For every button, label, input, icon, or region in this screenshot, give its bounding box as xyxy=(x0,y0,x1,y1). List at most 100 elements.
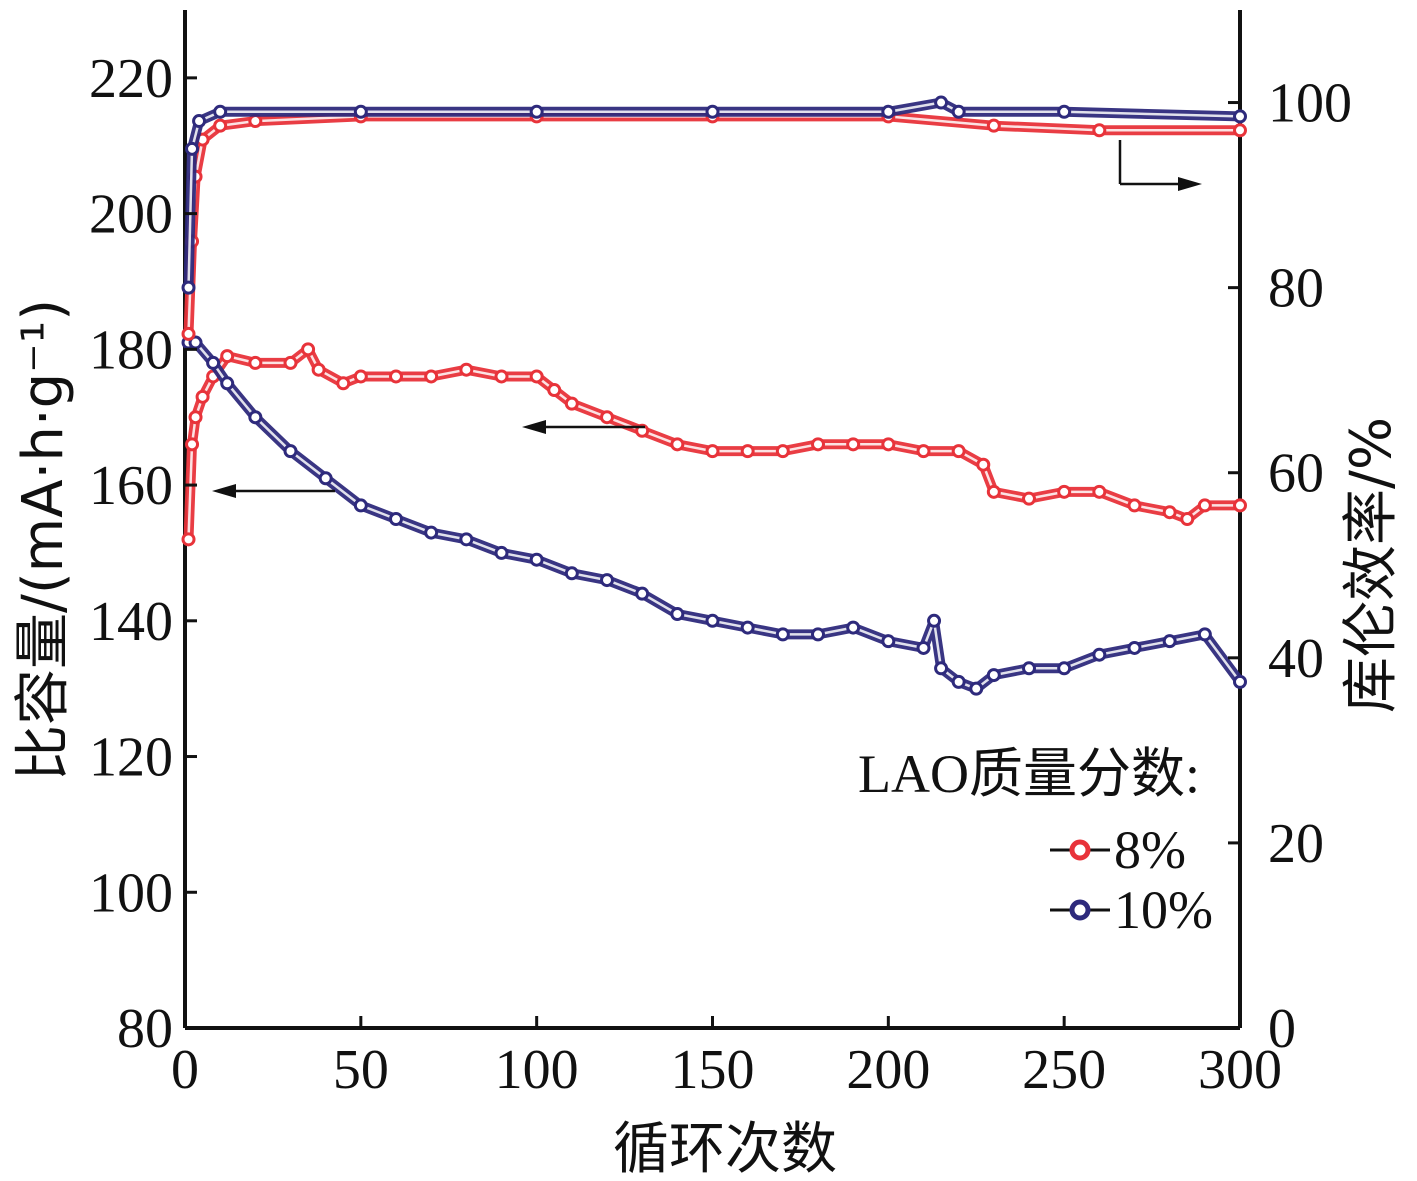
data-point-capacity-8pct xyxy=(986,484,1001,499)
data-point-capacity-10pct xyxy=(494,545,509,560)
data-point-capacity-8pct xyxy=(811,437,825,452)
right-y-tick-label: 100 xyxy=(1268,73,1352,135)
data-point-capacity-8pct xyxy=(1057,484,1072,499)
data-point-capacity-8pct xyxy=(564,396,579,411)
data-point-capacity-8pct xyxy=(951,444,966,459)
data-point-capacity-8pct xyxy=(1127,498,1142,513)
left-y-tick-label: 200 xyxy=(89,184,173,246)
data-point-efficiency-10pct xyxy=(181,280,196,295)
data-point-capacity-8pct xyxy=(1233,498,1247,513)
data-point-efficiency-8pct xyxy=(181,326,196,341)
series-line-highlight-capacity-8pct xyxy=(187,348,1240,540)
legend: LAO质量分数: 8%10% xyxy=(858,744,1213,940)
data-point-capacity-8pct xyxy=(185,437,200,452)
data-point-capacity-10pct xyxy=(740,620,755,635)
data-point-capacity-8pct xyxy=(1197,498,1212,513)
data-point-capacity-10pct xyxy=(1233,674,1247,689)
capacity-10pct-arrowhead xyxy=(212,484,236,498)
data-point-capacity-8pct xyxy=(424,369,439,384)
data-point-efficiency-8pct xyxy=(1092,123,1107,138)
data-point-capacity-8pct xyxy=(705,444,720,459)
data-point-capacity-10pct xyxy=(564,566,579,581)
right-y-tick-label: 0 xyxy=(1268,998,1296,1060)
ticks-layer: 0 50 100 150 200 250 3008010012014016018020022… xyxy=(89,48,1352,1101)
data-point-capacity-8pct xyxy=(459,362,474,377)
data-point-capacity-8pct xyxy=(220,349,235,364)
data-point-capacity-10pct xyxy=(529,552,544,567)
data-point-capacity-8pct xyxy=(916,444,931,459)
data-point-capacity-8pct xyxy=(181,532,196,547)
left-y-tick-label: 160 xyxy=(89,455,173,517)
right-y-axis-title: 库伦效率/% xyxy=(1339,417,1404,713)
data-point-efficiency-10pct xyxy=(705,104,720,119)
right-y-tick-label: 40 xyxy=(1268,628,1324,690)
data-point-capacity-10pct xyxy=(635,586,650,601)
x-tick-label: 50 xyxy=(333,1039,389,1101)
legend-title: LAO质量分数: xyxy=(858,744,1200,804)
data-point-efficiency-10pct xyxy=(1057,104,1072,119)
left-y-tick-label: 80 xyxy=(117,998,173,1060)
legend-marker xyxy=(1069,839,1091,861)
data-point-capacity-10pct xyxy=(353,498,368,513)
data-point-capacity-10pct xyxy=(283,444,298,459)
data-point-capacity-8pct xyxy=(846,437,861,452)
data-point-capacity-8pct xyxy=(1162,505,1177,520)
data-point-capacity-8pct xyxy=(600,410,614,425)
data-point-efficiency-10pct xyxy=(213,104,228,119)
data-point-capacity-10pct xyxy=(1162,634,1177,649)
data-point-capacity-10pct xyxy=(951,674,966,689)
data-point-capacity-10pct xyxy=(811,627,825,642)
data-point-capacity-8pct xyxy=(1092,484,1107,499)
data-point-capacity-8pct xyxy=(353,369,368,384)
data-point-capacity-10pct xyxy=(459,532,474,547)
data-point-capacity-10pct xyxy=(705,613,720,628)
left-y-tick-label: 120 xyxy=(89,727,173,789)
data-point-capacity-10pct xyxy=(969,681,984,696)
data-point-capacity-8pct xyxy=(248,355,263,370)
data-point-capacity-8pct xyxy=(1180,512,1195,526)
plot-frame xyxy=(183,10,1242,1030)
data-point-capacity-10pct xyxy=(881,634,896,649)
data-point-capacity-10pct xyxy=(986,668,1001,683)
data-point-capacity-10pct xyxy=(927,613,942,628)
series-line-highlight-efficiency-8pct xyxy=(187,115,1240,334)
right-y-tick-label: 80 xyxy=(1268,258,1324,320)
data-point-capacity-8pct xyxy=(283,355,298,370)
data-point-capacity-10pct xyxy=(916,640,931,655)
data-point-efficiency-10pct xyxy=(934,95,949,110)
data-point-efficiency-8pct xyxy=(986,118,1001,133)
x-tick-label: 0 xyxy=(171,1039,199,1101)
left-y-axis-title: 比容量/(mA·h·g⁻¹) xyxy=(11,299,76,781)
data-point-capacity-10pct xyxy=(1197,627,1212,642)
right-y-tick-label: 20 xyxy=(1268,813,1324,875)
data-point-capacity-10pct xyxy=(1022,661,1036,676)
efficiency-axis-arrowhead xyxy=(1178,177,1202,191)
left-y-tick-label: 100 xyxy=(89,862,173,924)
series-line-efficiency-8pct xyxy=(183,111,1245,339)
series-layer xyxy=(181,95,1247,696)
data-point-efficiency-10pct xyxy=(192,114,207,129)
legend-marker xyxy=(1069,899,1091,921)
x-tick-label: 300 xyxy=(1198,1039,1282,1101)
data-point-capacity-8pct xyxy=(389,369,403,384)
data-point-capacity-8pct xyxy=(188,410,203,425)
capacity-8pct-arrowhead xyxy=(522,420,546,434)
legend-label: 10% xyxy=(1114,880,1213,940)
data-point-capacity-10pct xyxy=(220,376,235,391)
series-line-highlight-capacity-10pct xyxy=(188,341,1242,690)
data-point-efficiency-10pct xyxy=(951,104,966,119)
x-tick-label: 150 xyxy=(671,1039,755,1101)
data-point-capacity-10pct xyxy=(389,512,403,526)
data-point-capacity-10pct xyxy=(600,573,614,588)
data-point-capacity-8pct xyxy=(336,376,351,391)
data-point-capacity-10pct xyxy=(424,525,439,540)
data-point-efficiency-10pct xyxy=(353,104,368,119)
data-point-capacity-8pct xyxy=(301,342,316,357)
annotation-layer xyxy=(212,140,1202,498)
data-point-capacity-8pct xyxy=(1022,491,1036,506)
data-point-capacity-10pct xyxy=(846,620,861,635)
data-point-efficiency-8pct xyxy=(213,118,228,133)
data-point-capacity-10pct xyxy=(318,471,333,486)
